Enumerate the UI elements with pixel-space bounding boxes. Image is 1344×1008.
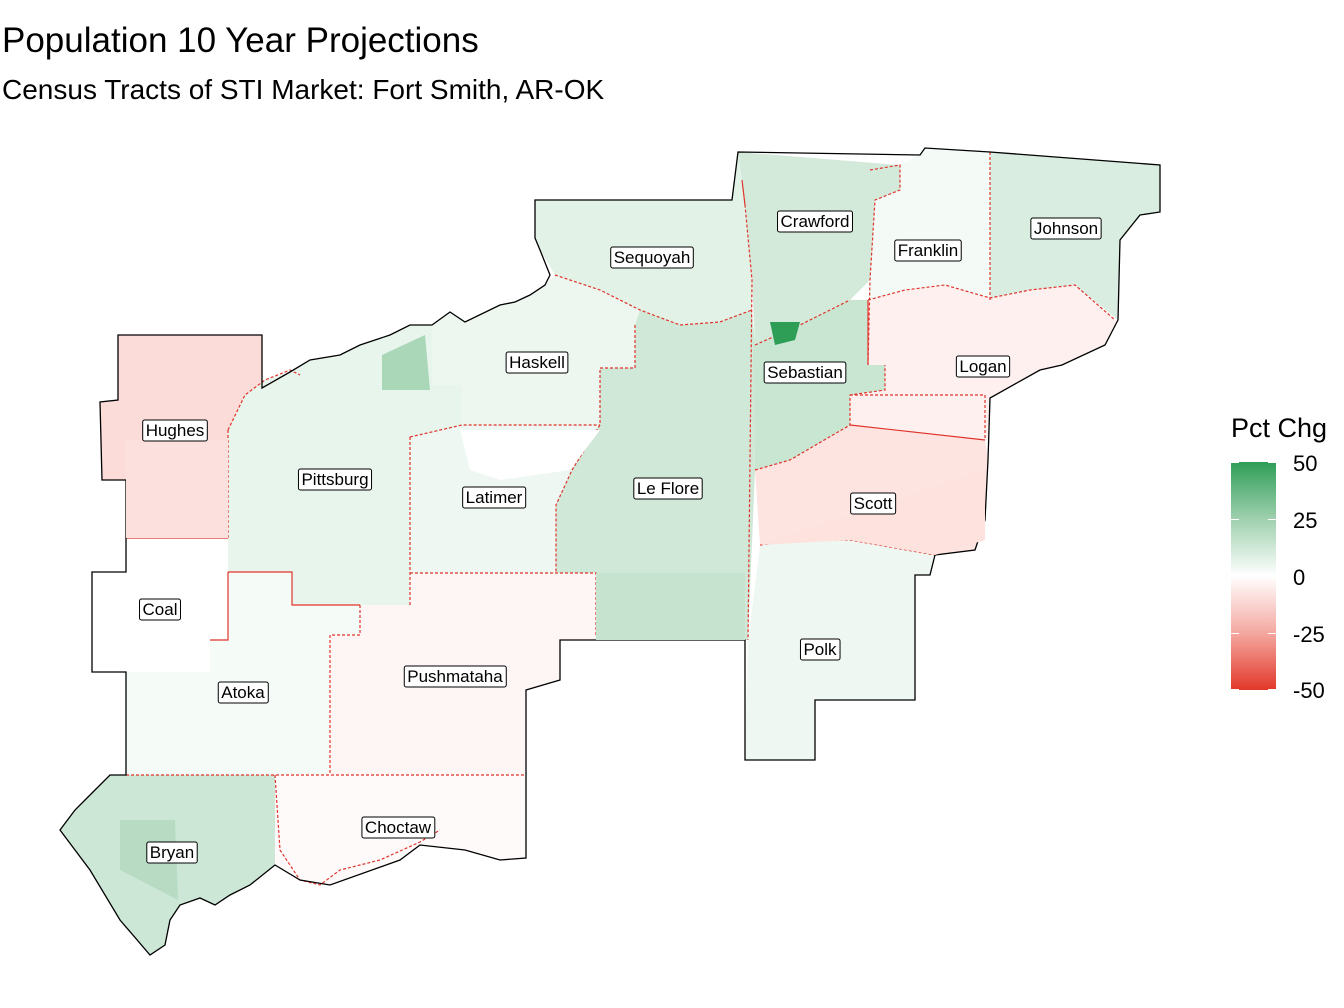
county-label-polk: Polk	[799, 638, 841, 661]
county-label-pittsburg: Pittsburg	[297, 468, 373, 491]
svg-text:Haskell: Haskell	[509, 353, 565, 372]
county-crawford	[738, 152, 900, 345]
map-subtitle: Census Tracts of STI Market: Fort Smith,…	[2, 74, 605, 105]
svg-text:Franklin: Franklin	[898, 241, 958, 260]
legend-title: Pct Chg	[1231, 413, 1328, 443]
county-le-flore	[556, 310, 755, 640]
county-sequoyah	[535, 152, 752, 325]
county-label-logan: Logan	[955, 355, 1011, 378]
svg-text:Crawford: Crawford	[781, 212, 850, 231]
legend-tickmark	[1231, 462, 1239, 463]
legend-tickmark	[1231, 519, 1239, 520]
county-franklin	[868, 148, 990, 300]
svg-text:Latimer: Latimer	[466, 488, 523, 507]
county-label-hughes: Hughes	[142, 419, 208, 442]
county-sebastian	[752, 300, 885, 470]
county-label-le-flore: Le Flore	[633, 477, 703, 500]
svg-text:Sequoyah: Sequoyah	[614, 248, 691, 267]
legend-tickmark	[1268, 519, 1276, 520]
legend-tick-label: 50	[1293, 451, 1318, 476]
county-label-sebastian: Sebastian	[763, 361, 847, 384]
svg-text:Choctaw: Choctaw	[365, 818, 432, 837]
legend-tickmark	[1268, 576, 1276, 577]
legend-tickmark	[1231, 576, 1239, 577]
svg-text:Scott: Scott	[854, 494, 893, 513]
county-label-pushmataha: Pushmataha	[403, 665, 507, 688]
tract-high-growth	[770, 322, 800, 345]
legend-tick-label: -25	[1293, 622, 1325, 647]
county-label-johnson: Johnson	[1030, 217, 1102, 240]
county-label-sequoyah: Sequoyah	[610, 246, 694, 269]
county-polygons	[60, 148, 1160, 955]
svg-text:Le Flore: Le Flore	[637, 479, 699, 498]
county-haskell	[432, 275, 640, 425]
county-label-choctaw: Choctaw	[361, 816, 436, 839]
county-label-franklin: Franklin	[894, 239, 962, 262]
svg-text:Atoka: Atoka	[221, 683, 265, 702]
legend-tick-label: 0	[1293, 565, 1306, 590]
tract-leflore-south	[596, 573, 745, 640]
legend-tickmark	[1231, 689, 1239, 690]
county-pittsburg	[228, 325, 462, 605]
map-title: Population 10 Year Projections	[2, 21, 479, 60]
county-atoka	[126, 572, 360, 775]
legend-tickmark	[1268, 462, 1276, 463]
svg-text:Logan: Logan	[959, 357, 1006, 376]
county-labels: Crawford Franklin Johnson Sequoyah Haskell Se…	[139, 210, 1102, 864]
tract-accents	[120, 322, 985, 900]
tract-pittsburg-high	[382, 335, 430, 390]
svg-text:Pittsburg: Pittsburg	[301, 470, 368, 489]
legend-tick-label: 25	[1293, 508, 1318, 533]
tract-latimer-flat	[460, 430, 600, 480]
svg-text:Hughes: Hughes	[146, 421, 205, 440]
legend-tickmark	[1268, 689, 1276, 690]
county-label-bryan: Bryan	[146, 841, 198, 864]
legend-tickmark	[1268, 633, 1276, 634]
svg-text:Sebastian: Sebastian	[767, 363, 843, 382]
county-label-haskell: Haskell	[505, 351, 569, 374]
svg-text:Bryan: Bryan	[150, 843, 194, 862]
svg-text:Coal: Coal	[143, 600, 178, 619]
svg-text:Johnson: Johnson	[1034, 219, 1098, 238]
tract-hughes-decline	[126, 440, 228, 538]
county-label-scott: Scott	[850, 492, 897, 515]
county-label-coal: Coal	[139, 598, 181, 621]
svg-text:Polk: Polk	[803, 640, 837, 659]
county-label-crawford: Crawford	[777, 210, 853, 233]
legend-tickmark	[1231, 633, 1239, 634]
county-label-atoka: Atoka	[217, 681, 269, 704]
svg-text:Pushmataha: Pushmataha	[407, 667, 503, 686]
legend-tick-label: -50	[1293, 678, 1325, 703]
county-label-latimer: Latimer	[462, 486, 527, 509]
